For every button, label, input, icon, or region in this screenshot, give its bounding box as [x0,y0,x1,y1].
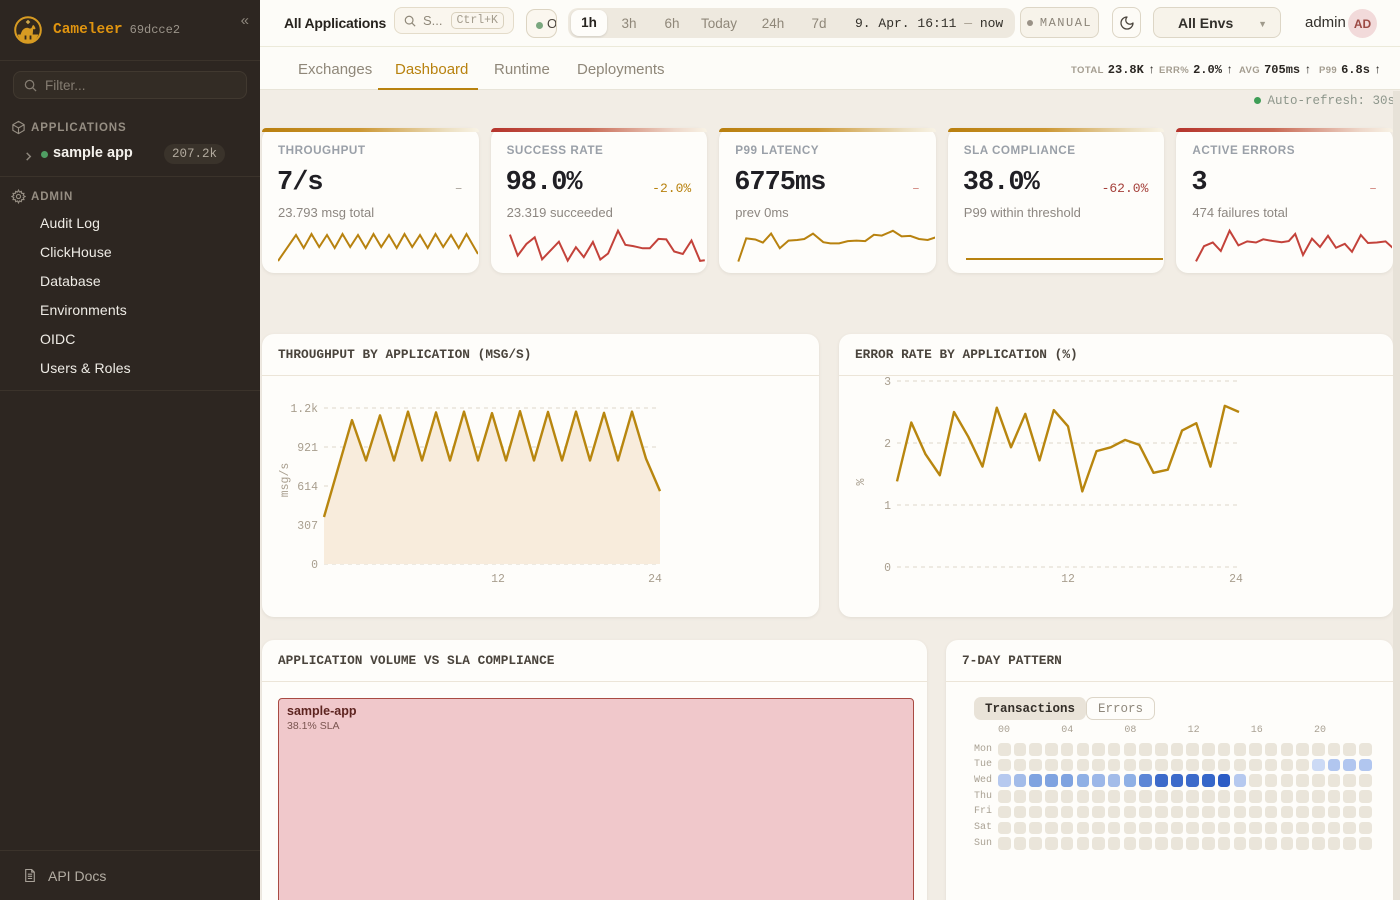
svg-text:614: 614 [297,481,318,494]
svg-text:12: 12 [1061,573,1075,586]
svg-text:24: 24 [648,573,662,586]
svg-text:0: 0 [884,562,891,575]
svg-text:921: 921 [297,442,318,455]
svg-text:msg/s: msg/s [279,463,292,498]
svg-text:2: 2 [884,438,891,451]
svg-text:1: 1 [884,500,891,513]
svg-text:24: 24 [1229,573,1243,586]
svg-text:3: 3 [884,376,891,389]
svg-text:12: 12 [491,573,505,586]
svg-text:1.2k: 1.2k [290,403,318,416]
svg-text:307: 307 [297,520,318,533]
svg-text:0: 0 [311,559,318,572]
svg-text:%: % [855,478,868,485]
